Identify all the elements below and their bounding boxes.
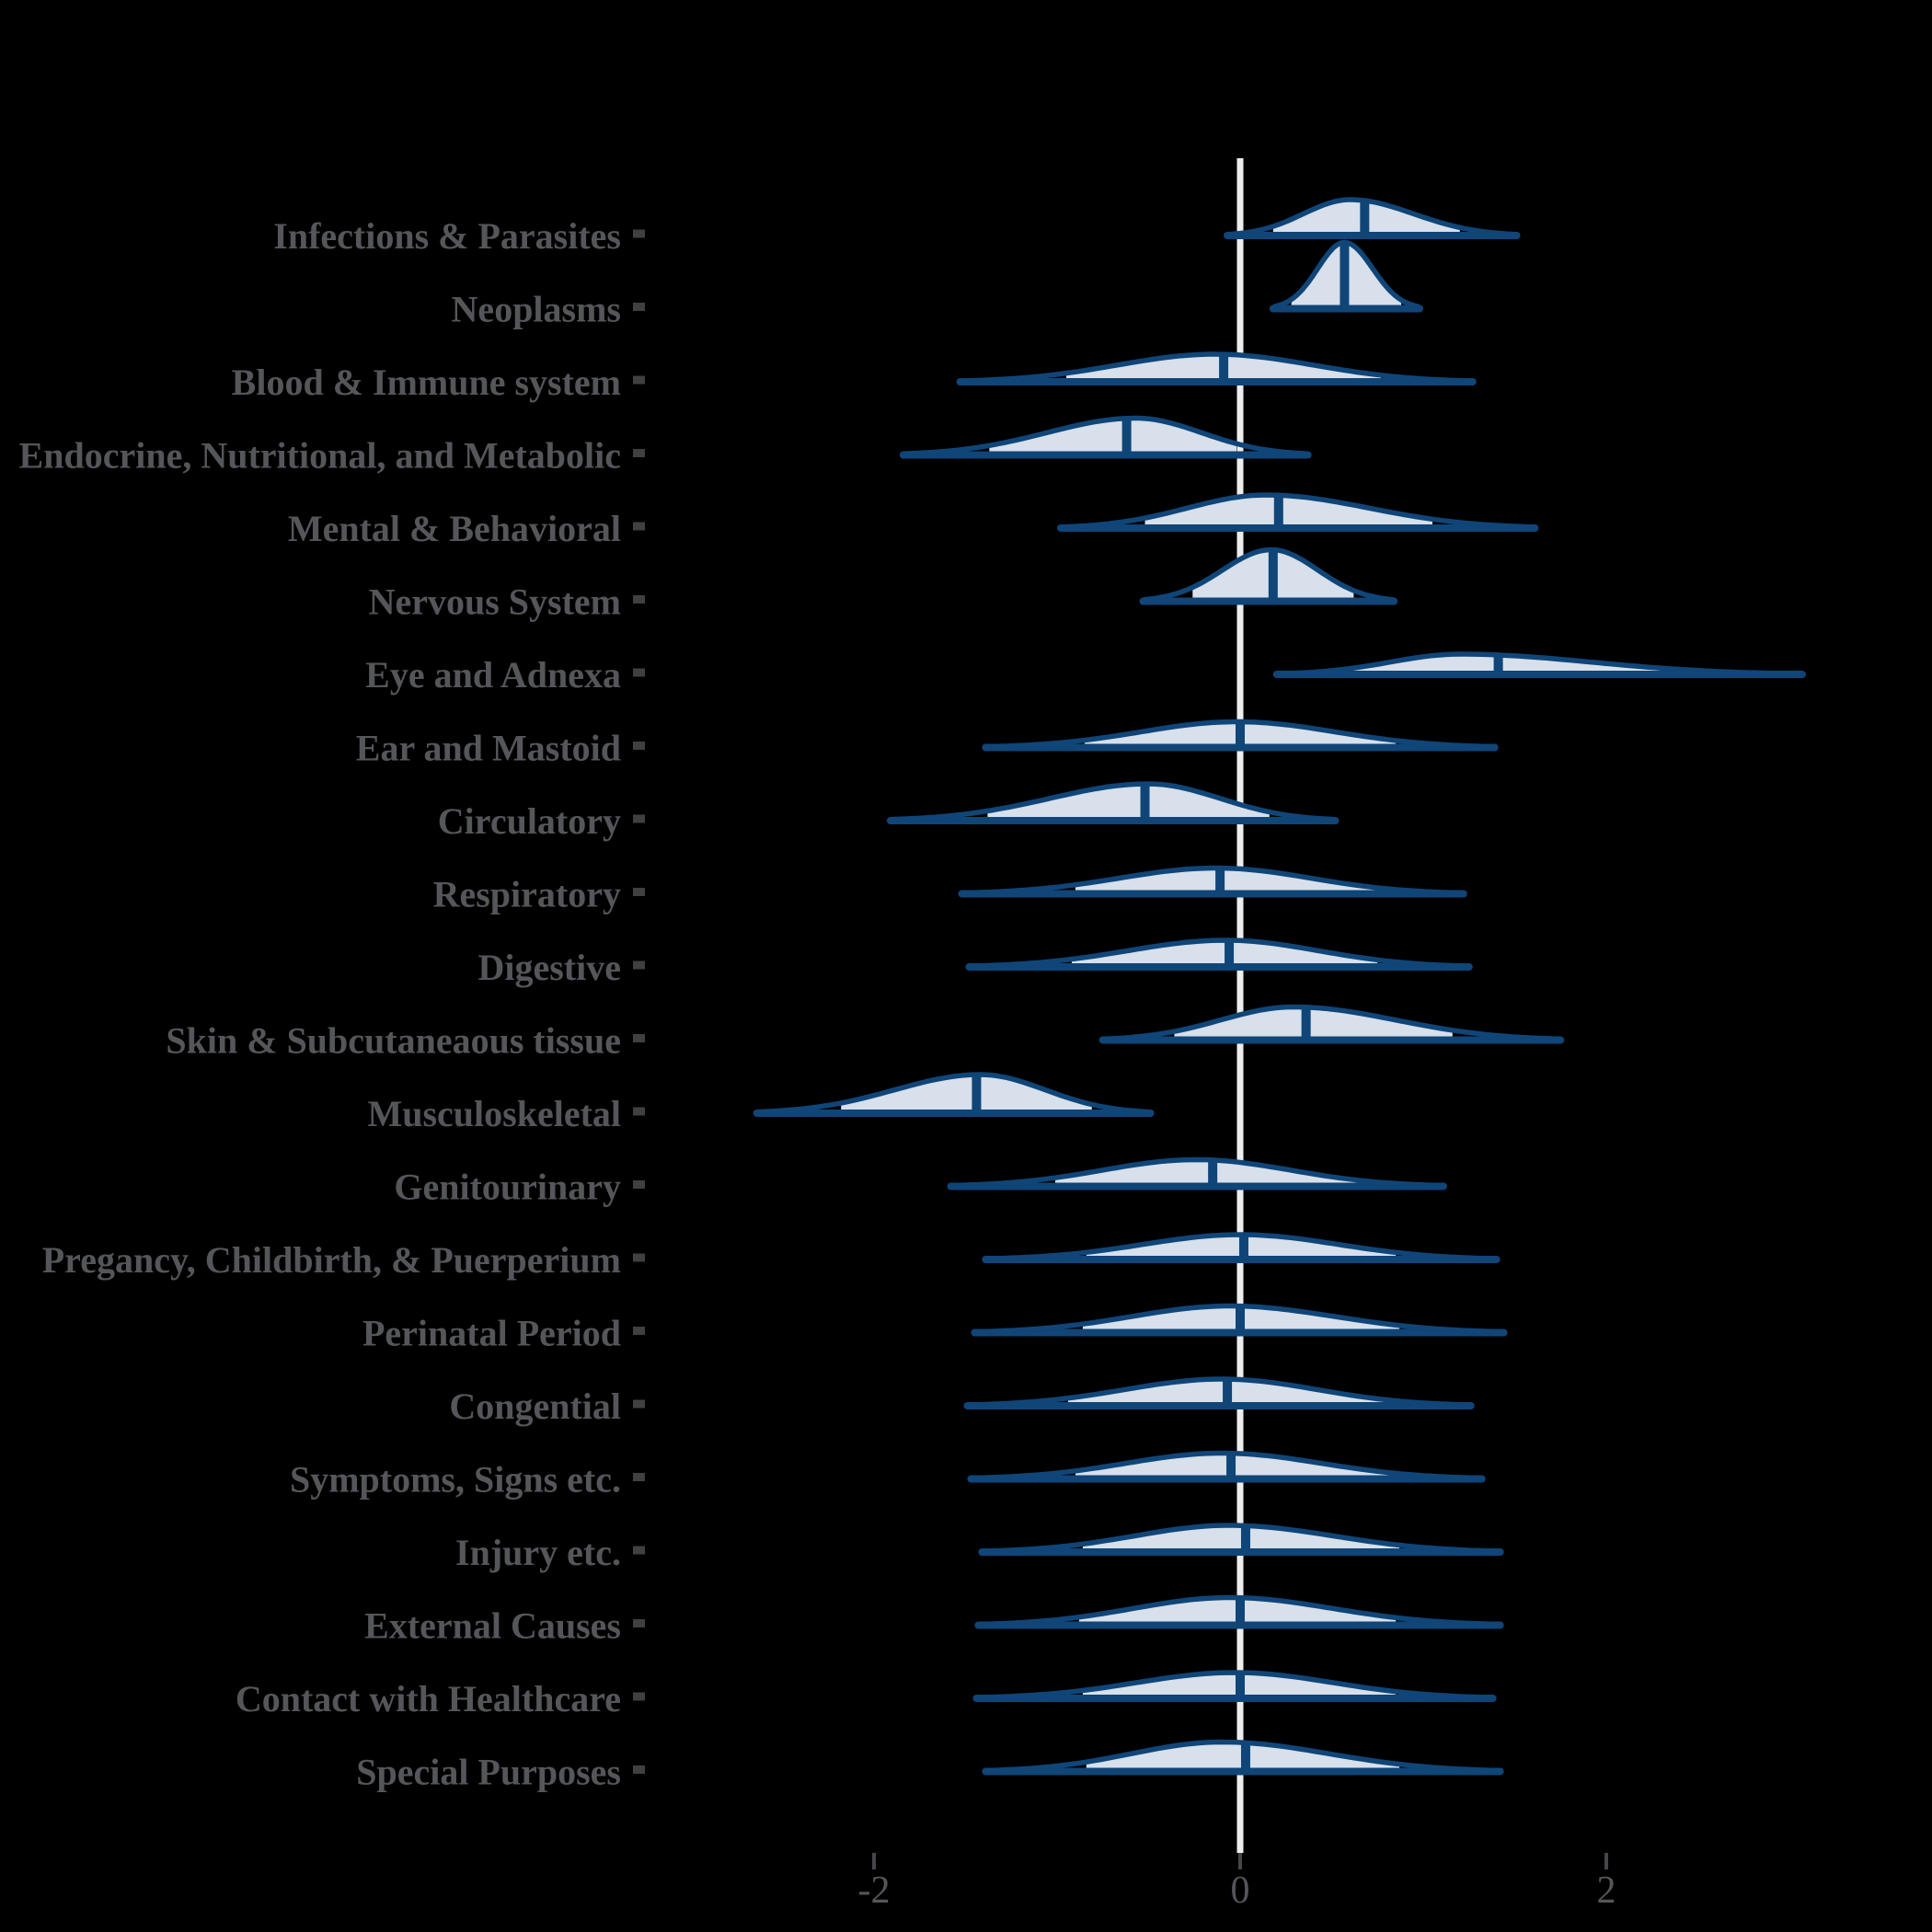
- category-label-genitourinary: Genitourinary: [394, 1167, 621, 1208]
- y-axis-tick-square: [633, 1546, 645, 1555]
- category-label-infections-parasites: Infections & Parasites: [273, 215, 621, 257]
- violin-eye-adnexa: [1272, 651, 1806, 678]
- x-axis-tick-label-0: 0: [1231, 1869, 1250, 1912]
- y-axis-tick-square: [633, 1180, 645, 1189]
- density-outline: [949, 1156, 1444, 1189]
- y-axis-tick-square: [633, 1327, 645, 1335]
- category-label-blood-immune: Blood & Immune system: [232, 362, 621, 403]
- density-outline: [755, 1072, 1152, 1115]
- violin-nervous-system: [1139, 546, 1398, 605]
- violin-symptoms-signs: [967, 1450, 1486, 1483]
- density-outline: [1272, 239, 1420, 309]
- y-axis-tick-square: [633, 375, 645, 385]
- density-outline: [973, 1303, 1505, 1335]
- y-axis-tick-square: [633, 449, 645, 457]
- density-outline: [1142, 546, 1395, 603]
- category-label-injury: Injury etc.: [455, 1532, 621, 1573]
- density-outline: [890, 781, 1337, 822]
- category-label-pregnancy-childbirth: Pregancy, Childbirth, & Puerperium: [42, 1239, 621, 1281]
- category-label-digestive: Digestive: [477, 947, 621, 988]
- y-axis-tick-square: [633, 1473, 645, 1481]
- violin-ear-mastoid: [982, 719, 1499, 752]
- y-axis-tick-square: [633, 1399, 645, 1409]
- violin-infections-parasites: [1224, 197, 1521, 239]
- violin-circulatory: [886, 781, 1340, 824]
- y-axis-tick-square: [633, 814, 645, 823]
- density-outline: [903, 415, 1309, 456]
- category-label-musculoskeletal: Musculoskeletal: [367, 1093, 621, 1134]
- category-label-special-purposes: Special Purposes: [356, 1752, 621, 1793]
- category-label-congenital: Congential: [449, 1386, 621, 1427]
- category-label-ear-mastoid: Ear and Mastoid: [356, 728, 621, 769]
- density-outline: [977, 1594, 1501, 1627]
- y-axis-tick-square: [633, 888, 645, 896]
- category-label-circulatory: Circulatory: [438, 800, 621, 842]
- density-outline: [960, 865, 1465, 896]
- y-axis-tick-square: [633, 1765, 645, 1774]
- violin-mental-behavioral: [1056, 492, 1539, 532]
- y-axis-tick-square: [633, 522, 645, 531]
- density-outline: [975, 1670, 1494, 1700]
- violin-respiratory: [958, 865, 1467, 898]
- density-outline: [984, 1232, 1498, 1261]
- y-axis-tick-square: [633, 595, 645, 604]
- violin-pregnancy-childbirth: [982, 1232, 1501, 1263]
- violin-genitourinary: [947, 1156, 1447, 1190]
- violin-external-causes: [974, 1594, 1504, 1629]
- category-label-symptoms-signs: Symptoms, Signs etc.: [290, 1459, 621, 1501]
- y-axis-tick-square: [633, 742, 645, 750]
- category-label-endocrine-metabolic: Endocrine, Nutritional, and Metabolic: [19, 435, 621, 477]
- category-label-nervous-system: Nervous System: [369, 581, 621, 623]
- density-outline: [1276, 651, 1803, 677]
- y-axis-tick-square: [633, 1692, 645, 1701]
- x-axis-tick-label-2: 2: [1597, 1869, 1616, 1912]
- violin-perinatal-period: [971, 1303, 1508, 1337]
- y-axis-tick-square: [633, 1619, 645, 1627]
- category-label-skin-subcutaneous: Skin & Subcutaneaous tissue: [166, 1020, 621, 1062]
- credible-interval-fill: [1346, 654, 1691, 674]
- violin-musculoskeletal: [753, 1072, 1155, 1117]
- violin-skin-subcutaneous: [1098, 1004, 1565, 1044]
- violin-endocrine-metabolic: [899, 415, 1312, 459]
- category-label-perinatal-period: Perinatal Period: [362, 1313, 621, 1354]
- category-label-neoplasms: Neoplasms: [452, 289, 621, 330]
- density-outline: [984, 1739, 1501, 1774]
- density-outline: [968, 937, 1470, 969]
- category-label-external-causes: External Causes: [364, 1605, 621, 1647]
- x-axis-tick-label--2: -2: [858, 1869, 891, 1912]
- y-axis-tick-square: [633, 229, 645, 238]
- density-outline: [959, 351, 1474, 384]
- density-outline: [970, 1450, 1483, 1481]
- category-label-contact-healthcare: Contact with Healthcare: [236, 1678, 621, 1719]
- density-outline: [984, 719, 1496, 750]
- violin-digestive: [965, 937, 1473, 971]
- credible-interval-fill: [989, 418, 1236, 455]
- y-axis-tick-square: [633, 1253, 645, 1262]
- density-outline: [1226, 197, 1518, 237]
- violin-injury: [978, 1523, 1504, 1556]
- violin-neoplasms: [1269, 239, 1424, 313]
- violin-congenital: [963, 1376, 1475, 1409]
- violin-blood-immune: [956, 351, 1477, 385]
- y-axis-tick-square: [633, 668, 645, 677]
- category-label-respiratory: Respiratory: [433, 874, 621, 915]
- density-outline: [1060, 492, 1536, 530]
- density-outline: [981, 1523, 1501, 1554]
- y-axis-tick-square: [633, 1034, 645, 1042]
- y-axis-tick-square: [633, 1107, 645, 1116]
- density-outline: [966, 1376, 1472, 1408]
- category-label-mental-behavioral: Mental & Behavioral: [288, 508, 621, 549]
- violin-contact-healthcare: [972, 1670, 1497, 1702]
- violin-special-purposes: [982, 1739, 1504, 1776]
- density-outline: [1101, 1004, 1562, 1042]
- y-axis-tick-square: [633, 960, 645, 970]
- category-label-eye-adnexa: Eye and Adnexa: [365, 654, 621, 696]
- y-axis-tick-square: [633, 303, 645, 311]
